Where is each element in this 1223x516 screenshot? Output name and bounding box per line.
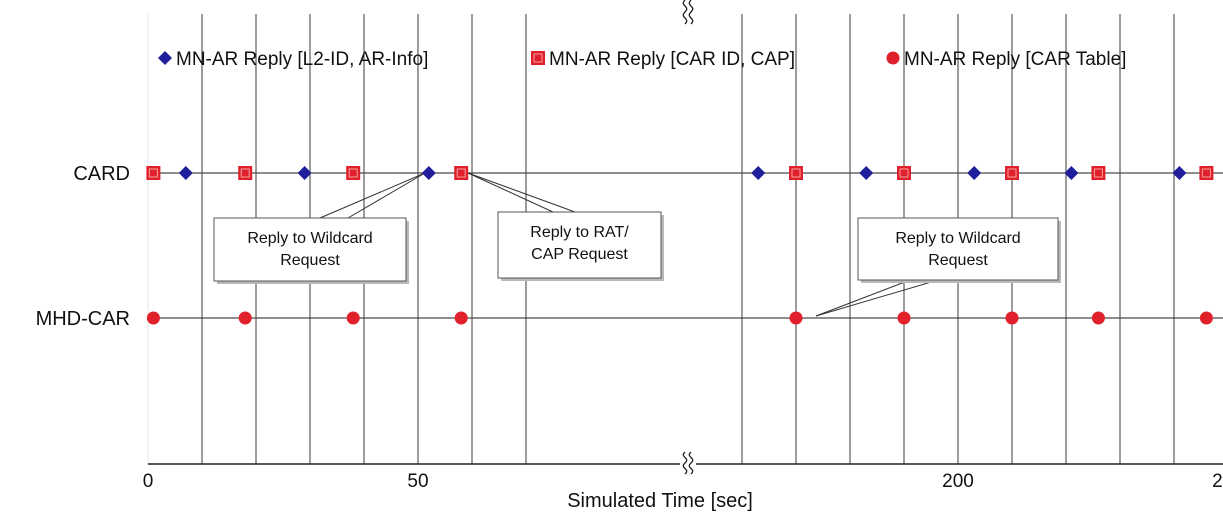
data-point xyxy=(789,166,803,180)
axis-break-mark xyxy=(682,0,688,25)
legend-marker xyxy=(158,51,172,65)
series xyxy=(178,166,1187,180)
row-labels: CARD MHD-CAR xyxy=(36,163,130,330)
data-point xyxy=(238,166,253,180)
annotation-text: CAP Request xyxy=(531,246,628,263)
data-point xyxy=(1199,311,1213,325)
legend-item: MN-AR Reply [CAR ID, CAP] xyxy=(531,49,795,70)
axis-break-mark xyxy=(688,0,694,25)
data-point xyxy=(897,166,911,180)
data-point xyxy=(346,166,361,180)
x-tick-label: 250 xyxy=(1212,471,1223,492)
annotation: Reply to Wildcard Request xyxy=(213,172,426,284)
annotation-box xyxy=(213,217,407,282)
data-point xyxy=(1005,311,1019,325)
data-point xyxy=(1199,166,1214,180)
data-point xyxy=(859,166,874,180)
annotation: Reply to RAT/CAP Request xyxy=(467,172,664,281)
data-point xyxy=(421,166,436,180)
legend-marker xyxy=(531,51,545,65)
x-axis-label: Simulated Time [sec] xyxy=(567,490,753,512)
data-point xyxy=(297,166,312,180)
data-point xyxy=(897,311,911,325)
x-tick-label: 200 xyxy=(942,471,974,492)
data-point xyxy=(178,166,193,180)
legend-marker xyxy=(886,51,900,65)
axis-break xyxy=(680,0,696,475)
annotation-text: Reply to Wildcard xyxy=(895,230,1020,247)
annotation-text: Request xyxy=(928,252,988,269)
legend-item: MN-AR Reply [CAR Table] xyxy=(886,49,1126,70)
data-point xyxy=(238,311,252,325)
annotations: Reply to Wildcard Request Reply to RAT/CAP… xyxy=(213,172,1061,317)
annotation-box xyxy=(857,217,1059,281)
annotation-pointer xyxy=(467,172,576,213)
legend: MN-AR Reply [L2-ID, AR-Info] MN-AR Reply … xyxy=(158,49,1126,70)
data-marks xyxy=(146,166,1214,325)
data-point xyxy=(346,311,360,325)
row-label: MHD-CAR xyxy=(36,308,130,330)
x-tick-labels: 0 50 200 250 xyxy=(143,471,1223,492)
annotation: Reply to Wildcard Request xyxy=(815,217,1061,317)
annotation-text: Reply to Wildcard xyxy=(247,230,372,247)
data-point xyxy=(1005,166,1019,180)
legend-label: MN-AR Reply [L2-ID, AR-Info] xyxy=(176,49,428,70)
legend-label: MN-AR Reply [CAR ID, CAP] xyxy=(549,49,795,70)
data-point xyxy=(1064,166,1079,180)
series xyxy=(146,311,1213,325)
series xyxy=(146,166,1214,180)
legend-item: MN-AR Reply [L2-ID, AR-Info] xyxy=(158,49,428,70)
annotation-pointer xyxy=(815,279,939,317)
data-point xyxy=(751,166,766,180)
data-point xyxy=(1091,311,1105,325)
data-point xyxy=(1091,166,1106,180)
axis-break-gap xyxy=(680,0,696,24)
x-tick-label: 0 xyxy=(143,471,154,492)
legend-label: MN-AR Reply [CAR Table] xyxy=(904,49,1126,70)
axis-break-gap xyxy=(680,452,696,474)
annotation-text: Reply to RAT/ xyxy=(530,224,629,241)
axis-break-mark xyxy=(682,451,688,475)
annotation-pointer xyxy=(347,172,426,219)
annotation-pointer xyxy=(467,172,554,213)
x-tick-label: 50 xyxy=(407,471,428,492)
annotation-text: Request xyxy=(280,252,340,269)
data-point xyxy=(1172,166,1187,180)
data-point xyxy=(146,166,161,180)
annotation-pointer xyxy=(815,279,911,317)
annotation-pointer xyxy=(319,172,426,219)
annotation-box xyxy=(497,211,662,279)
row-label: CARD xyxy=(73,163,130,185)
data-point xyxy=(454,166,469,180)
row-lines xyxy=(148,172,1223,319)
axis-break-mark xyxy=(688,451,694,475)
data-point xyxy=(789,311,803,325)
data-point xyxy=(146,311,160,325)
data-point xyxy=(967,166,982,180)
data-point xyxy=(454,311,468,325)
